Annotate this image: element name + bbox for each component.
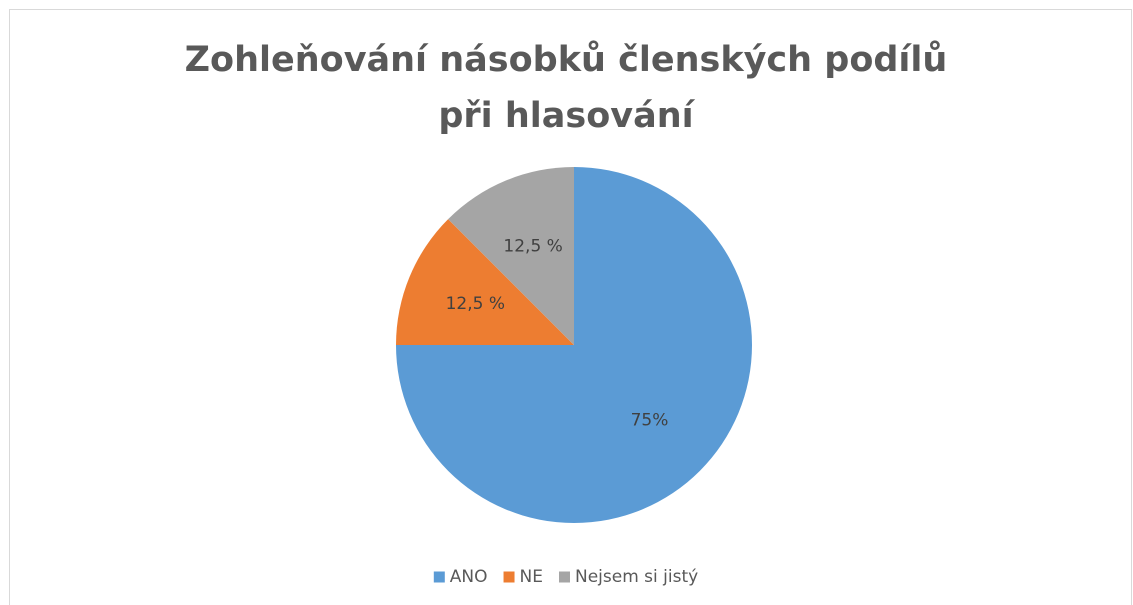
legend-label: NE bbox=[520, 567, 543, 587]
data-label: 12,5 % bbox=[503, 236, 562, 256]
data-label: 75% bbox=[631, 411, 669, 431]
legend-swatch bbox=[433, 571, 445, 583]
legend-swatch bbox=[503, 571, 515, 583]
pie-slice bbox=[448, 167, 574, 345]
data-label: 12,5 % bbox=[446, 294, 505, 314]
chart-title: Zohleňování násobků členských podílů při… bbox=[184, 40, 948, 136]
pie-slice bbox=[396, 219, 574, 345]
chart-border bbox=[9, 9, 1132, 605]
legend-label: ANO bbox=[450, 567, 488, 587]
legend-swatch bbox=[559, 571, 570, 583]
legend-label: Nejsem si jistý bbox=[575, 567, 698, 587]
